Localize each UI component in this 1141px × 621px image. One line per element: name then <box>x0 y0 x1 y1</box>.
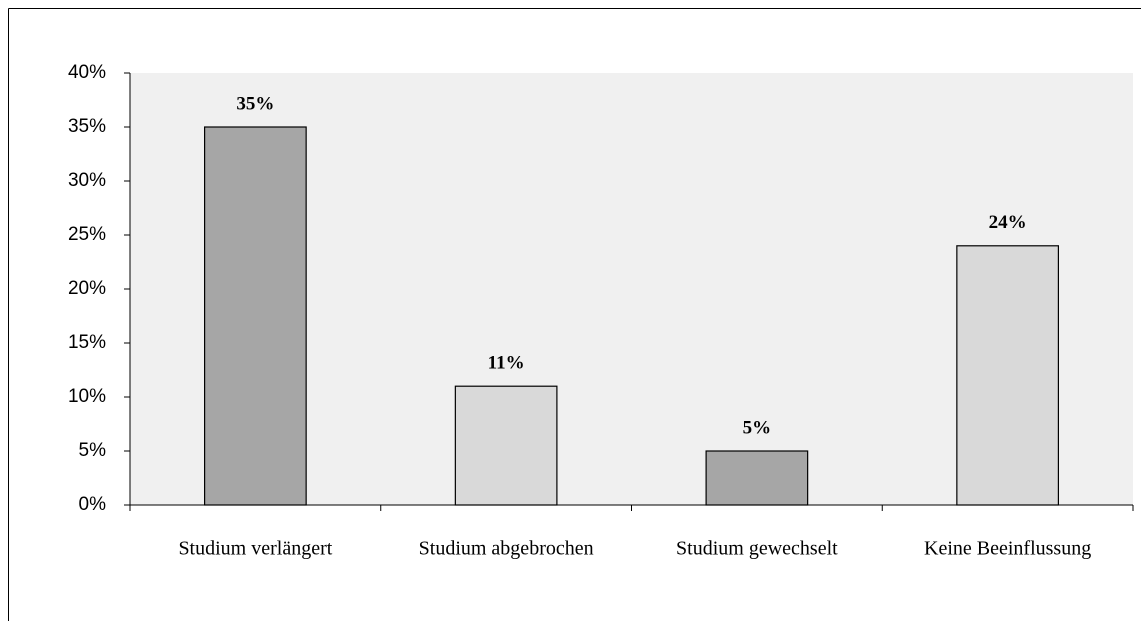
x-tick-label: Studium verlängert <box>178 538 332 560</box>
bar <box>956 245 1060 506</box>
x-tick-label: Keine Beeinflussung <box>924 538 1091 560</box>
y-tick-label: 40% <box>68 62 106 83</box>
data-label: 11% <box>488 353 525 374</box>
bar <box>454 385 558 506</box>
bar <box>203 126 307 506</box>
x-tick-label: Studium abgebrochen <box>419 538 594 560</box>
y-tick-label: 25% <box>68 224 106 245</box>
y-tick-label: 35% <box>68 116 106 137</box>
y-tick-label: 15% <box>68 332 106 353</box>
y-tick-label: 10% <box>68 386 106 407</box>
y-tick-label: 5% <box>79 440 107 461</box>
data-label: 35% <box>236 93 274 114</box>
bar <box>705 450 809 506</box>
y-tick-label: 30% <box>68 170 106 191</box>
data-label: 5% <box>743 417 772 438</box>
y-tick-label: 20% <box>68 278 106 299</box>
y-tick-label: 0% <box>79 494 107 515</box>
data-label: 24% <box>989 212 1027 233</box>
x-tick-label: Studium gewechselt <box>676 538 838 560</box>
